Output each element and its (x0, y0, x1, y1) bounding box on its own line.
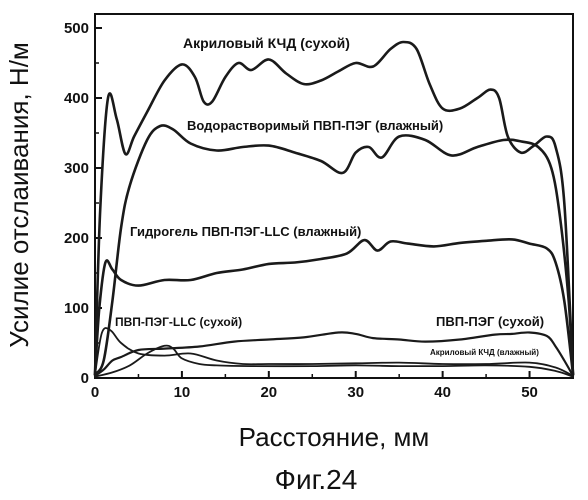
label-hydrogel-pvp-peg-llc-wet: Гидрогель ПВП-ПЭГ-LLC (влажный) (130, 224, 361, 239)
curve-pvp-peg-water-wet (95, 125, 573, 374)
y-tick-label: 500 (64, 20, 89, 37)
x-tick-label: 50 (521, 384, 538, 401)
x-tick-label: 40 (434, 384, 451, 401)
y-tick-label: 200 (64, 230, 89, 247)
y-tick-label: 300 (64, 160, 89, 177)
label-acrylic-wet: Акриловый КЧД (влажный) (430, 348, 539, 357)
label-pvp-peg-llc-dry: ПВП-ПЭГ-LLC (сухой) (115, 315, 242, 329)
x-axis-title: Расстояние, мм (239, 422, 430, 452)
tick-labels: 010203040500100200300400500 (64, 20, 538, 401)
label-pvp-peg-water-wet: Водорастворимый ПВП-ПЭГ (влажный) (187, 118, 443, 133)
x-tick-label: 30 (347, 384, 364, 401)
y-tick-label: 400 (64, 90, 89, 107)
label-pvp-peg-dry: ПВП-ПЭГ (сухой) (436, 314, 544, 329)
y-tick-label: 100 (64, 300, 89, 317)
y-axis-title: Усилие отслаивания, Н/м (4, 42, 34, 348)
figure-caption: Фиг.24 (275, 464, 358, 495)
y-tick-label: 0 (81, 370, 89, 387)
label-acrylic-dry: Акриловый КЧД (сухой) (183, 35, 350, 51)
x-tick-label: 10 (174, 384, 191, 401)
x-tick-label: 20 (260, 384, 277, 401)
x-tick-label: 0 (91, 384, 99, 401)
